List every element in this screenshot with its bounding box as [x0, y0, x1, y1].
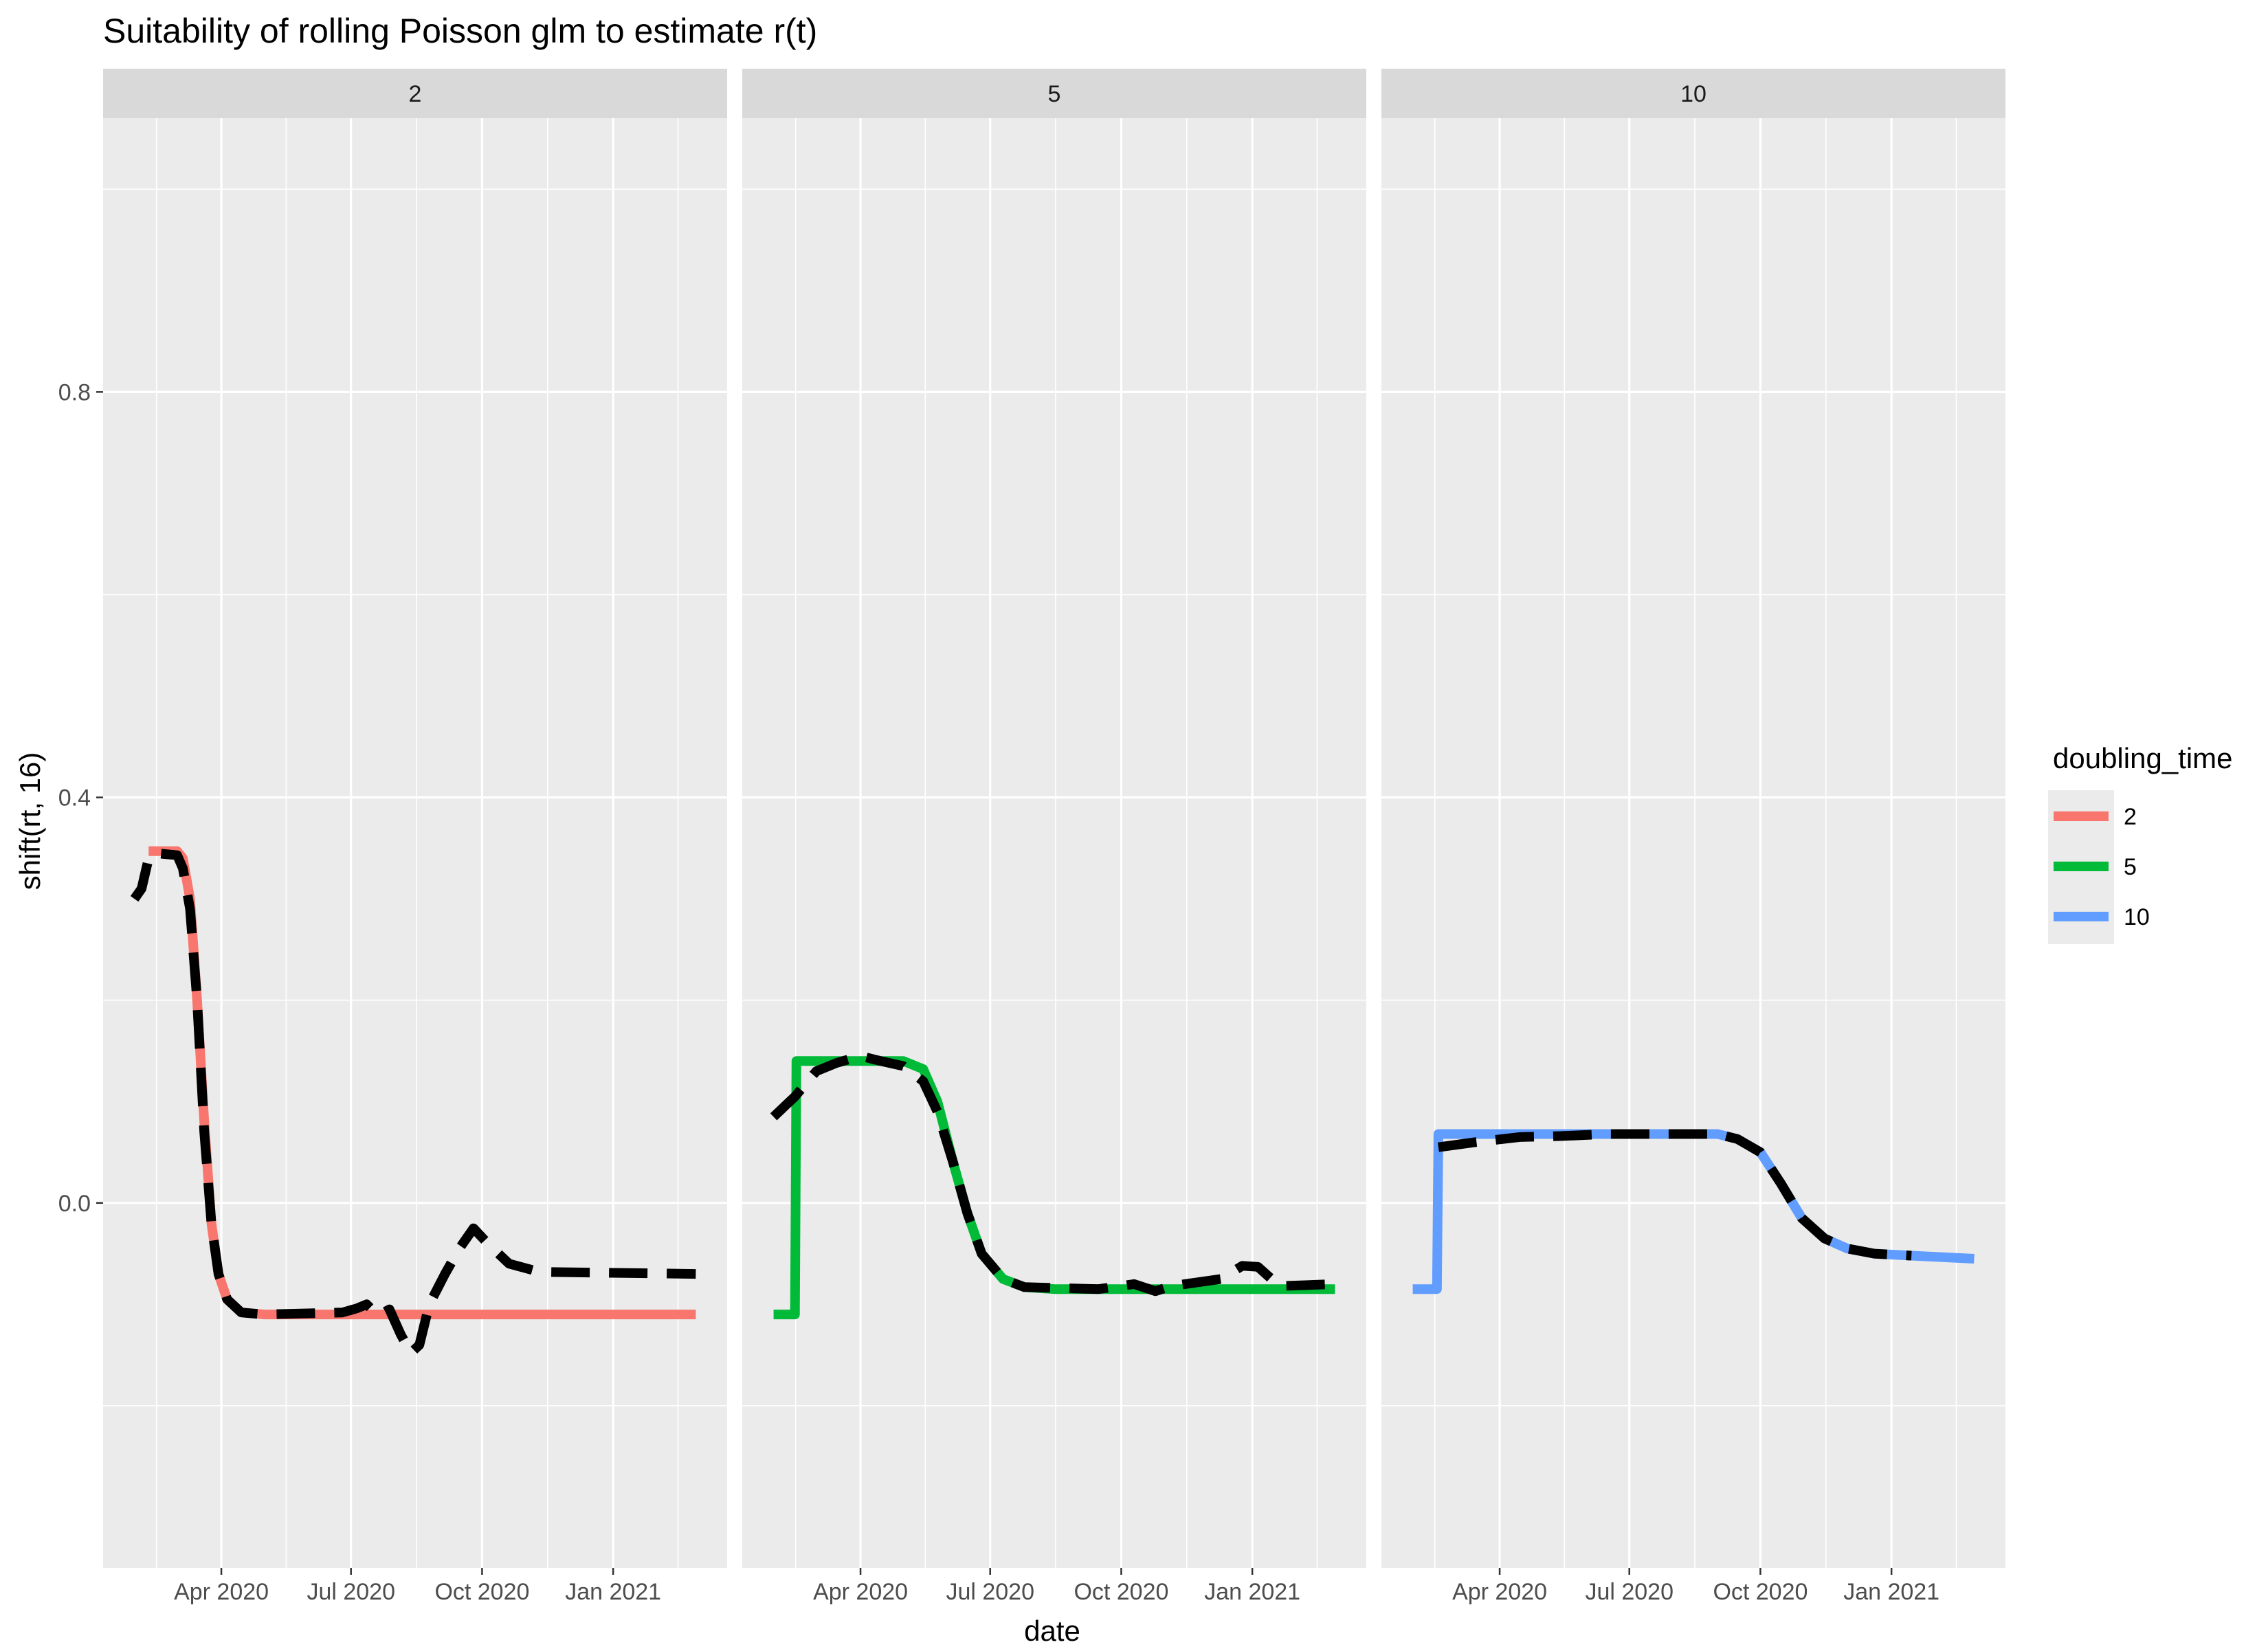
- strip-background: [1381, 69, 2005, 118]
- y-axis-title: shift(rt, 16): [14, 752, 46, 890]
- panel-2: 2 Apr 2020 Jul 2020 Oct 2020 Jan 2021: [103, 69, 727, 1605]
- strip-label: 5: [1048, 81, 1061, 107]
- x-tick-label: Oct 2020: [434, 1579, 529, 1605]
- series-group: [1412, 1129, 1975, 1294]
- panel-background: [103, 118, 727, 1568]
- chart-title: Suitability of rolling Poisson glm to es…: [103, 12, 817, 50]
- legend: doubling_time 2 5 10: [2048, 742, 2233, 944]
- x-tick-label: Jan 2021: [565, 1579, 661, 1605]
- y-axis: 0.0 0.4 0.8: [58, 379, 103, 1217]
- x-tick-label: Jul 2020: [1585, 1579, 1674, 1605]
- strip-label: 2: [409, 81, 422, 107]
- legend-title: doubling_time: [2053, 742, 2233, 774]
- legend-label-2: 2: [2124, 804, 2137, 830]
- legend-label-10: 10: [2124, 904, 2150, 930]
- legend-items: 2 5 10: [2054, 804, 2150, 930]
- x-tick-label: Apr 2020: [813, 1579, 908, 1605]
- x-tick-label: Jan 2021: [1843, 1579, 1939, 1605]
- y-tick-label: 0.4: [58, 785, 91, 811]
- series-group: [130, 846, 696, 1358]
- y-tick-label: 0.0: [58, 1191, 91, 1217]
- x-tick-label: Oct 2020: [1074, 1579, 1168, 1605]
- x-tick-label: Jul 2020: [307, 1579, 395, 1605]
- x-axis-title: date: [1024, 1615, 1080, 1647]
- gridlines: [1381, 118, 2005, 1568]
- series-group: [770, 1051, 1335, 1320]
- x-tick-label: Jan 2021: [1204, 1579, 1300, 1605]
- x-tick-label: Apr 2020: [1452, 1579, 1547, 1605]
- gridlines: [742, 118, 1366, 1568]
- series-line-estimated-2: [130, 848, 696, 1358]
- panels: 2 Apr 2020 Jul 2020 Oct 2020 Jan 2021 5 Apr 20…: [103, 69, 2005, 1605]
- strip-background: [742, 69, 1366, 118]
- strip-label: 10: [1680, 81, 1706, 107]
- strip-background: [103, 69, 727, 118]
- legend-label-5: 5: [2124, 854, 2137, 880]
- panel-background: [742, 118, 1366, 1568]
- x-tick-label: Apr 2020: [174, 1579, 269, 1605]
- y-tick-label: 0.8: [58, 379, 91, 405]
- series-line-estimated-5: [770, 1051, 1335, 1297]
- x-tick-label: Jul 2020: [946, 1579, 1034, 1605]
- panel-background: [1381, 118, 2005, 1568]
- gridlines: [103, 118, 727, 1568]
- x-tick-label: Oct 2020: [1713, 1579, 1808, 1605]
- panel-10: 10 Apr 2020 Jul 2020 Oct 2020 Jan 2021: [1381, 69, 2005, 1605]
- series-line-estimated-10: [1437, 1129, 1912, 1261]
- panel-5: 5 Apr 2020 Jul 2020 Oct 2020 Jan 2021: [742, 69, 1366, 1605]
